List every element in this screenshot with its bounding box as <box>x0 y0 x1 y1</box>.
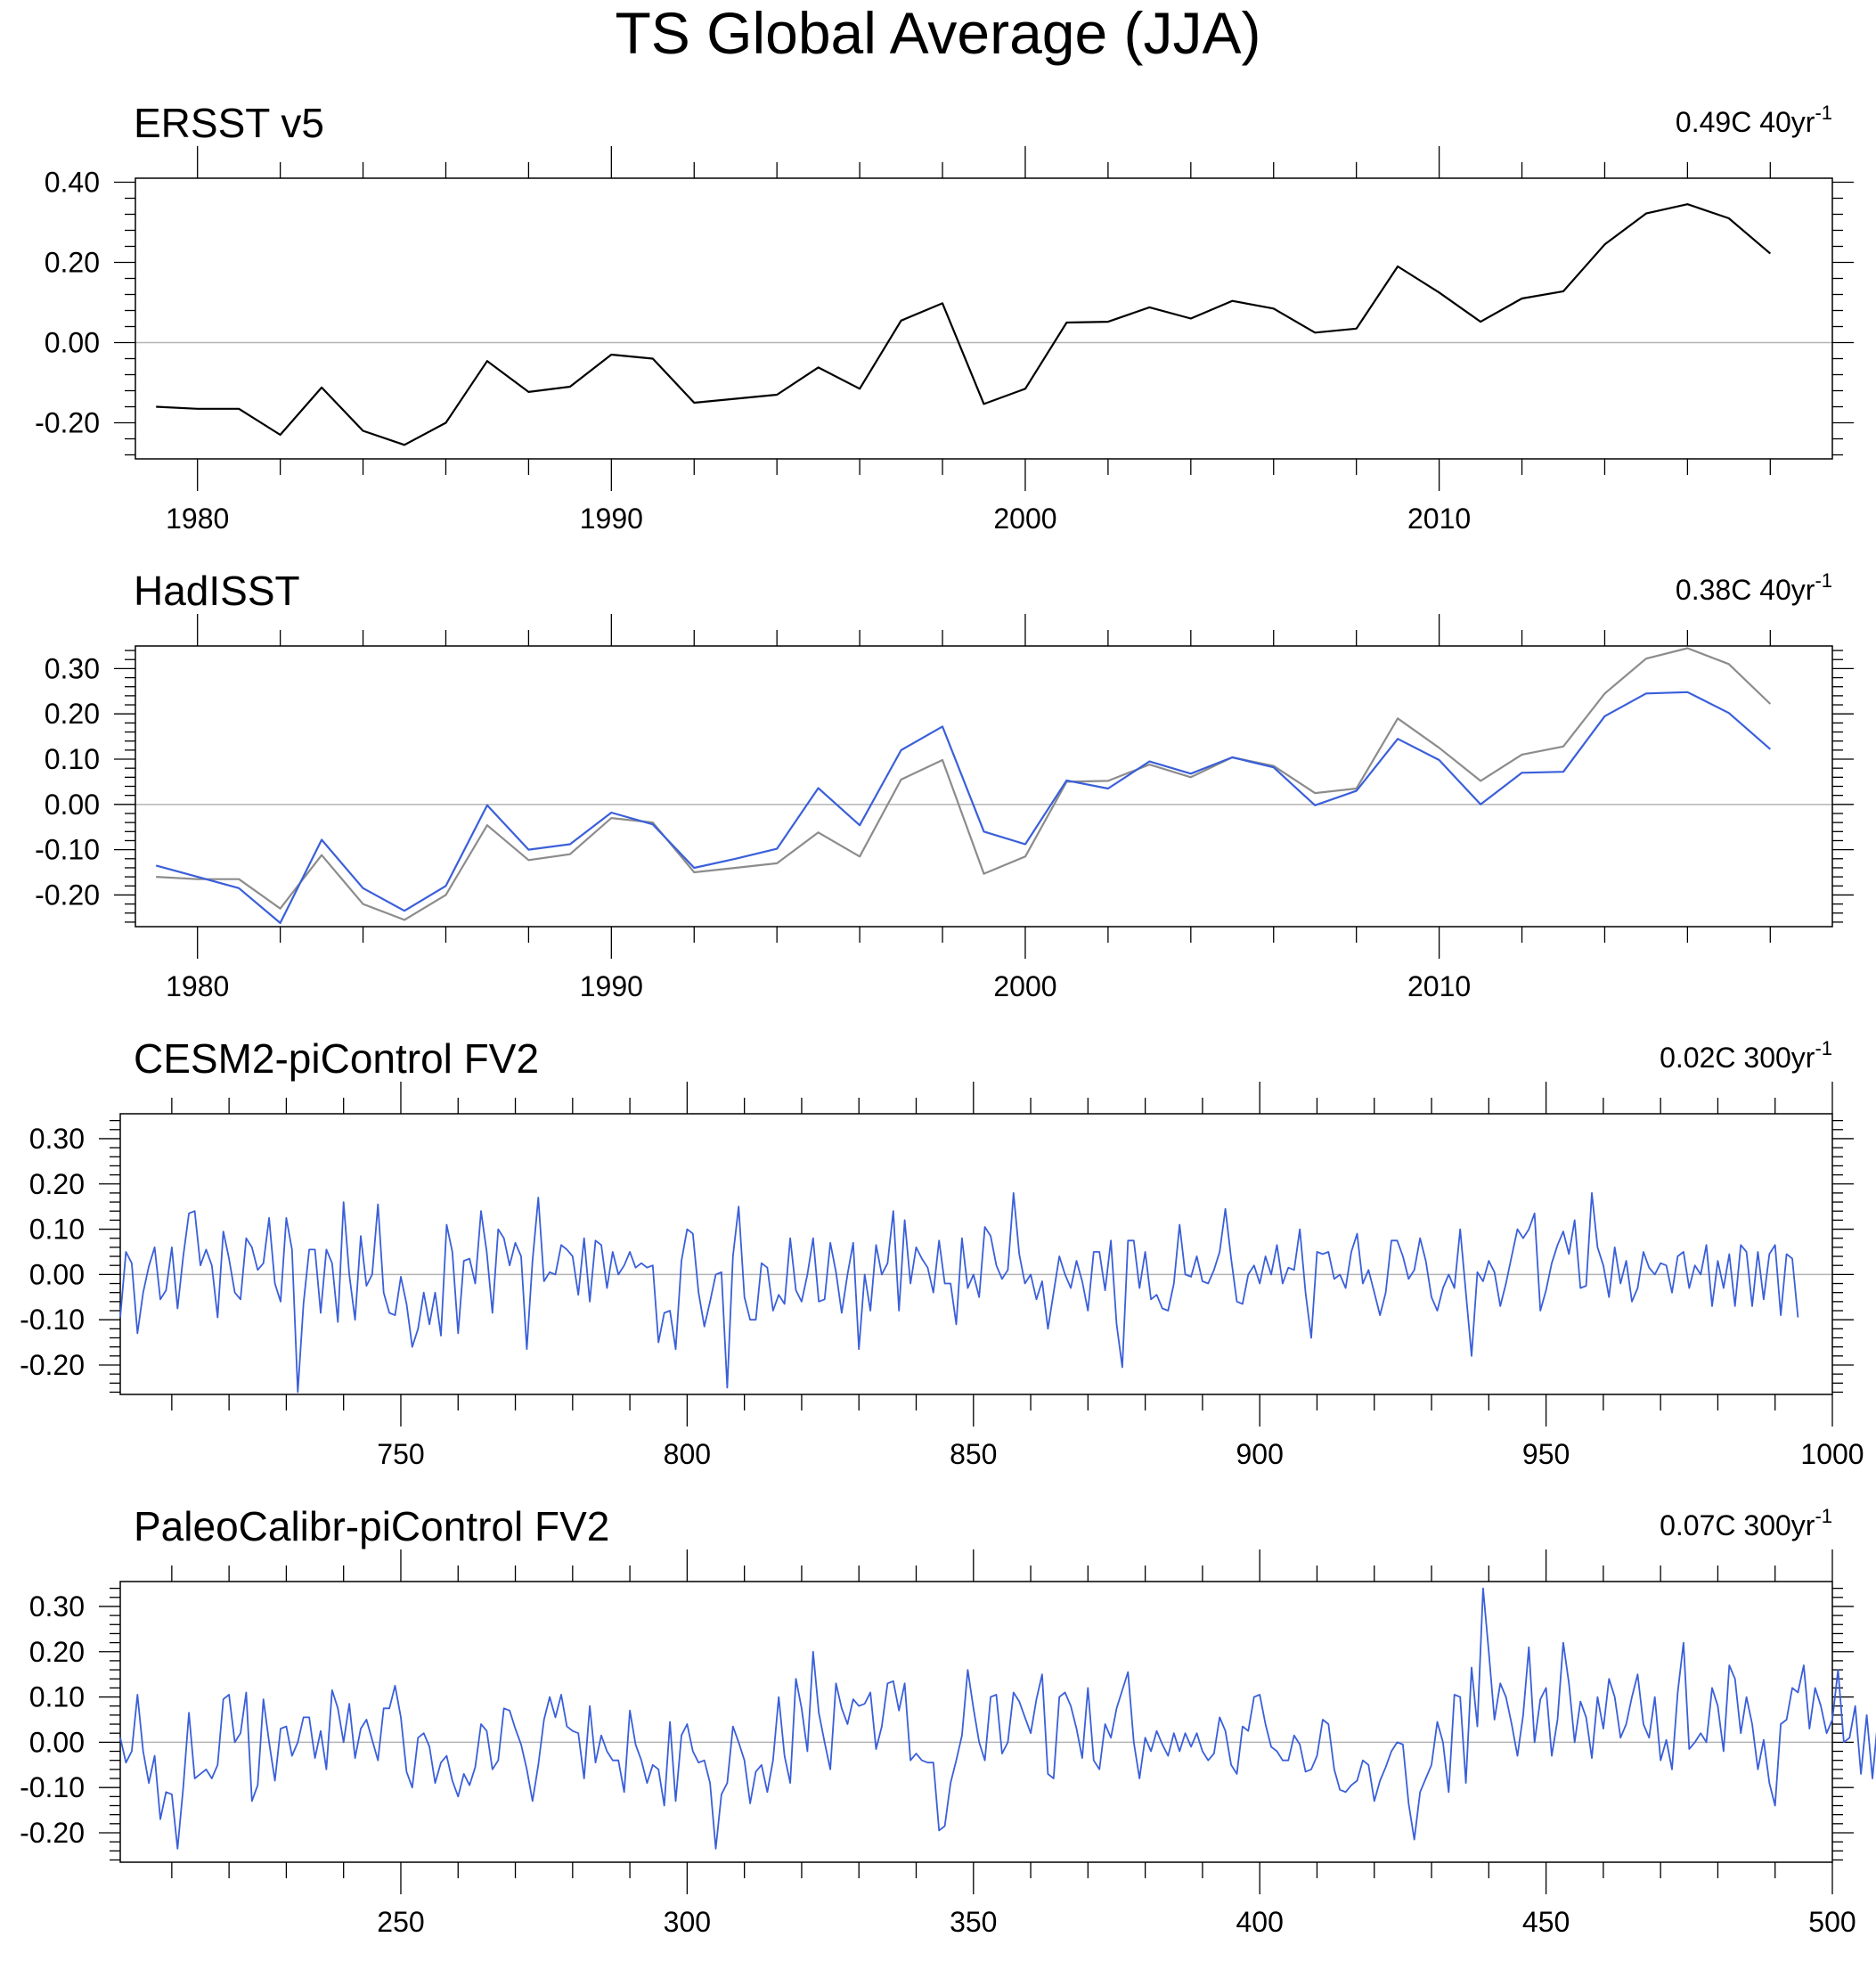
trend-exponent: -1 <box>1815 569 1832 592</box>
trend-label: 0.02C 300yr-1 <box>1660 1037 1832 1074</box>
x-tick-label: 1990 <box>580 503 643 535</box>
plot-frame <box>119 1113 1833 1395</box>
y-tick-label: 0.20 <box>45 247 100 279</box>
plot-frame <box>119 1581 1833 1863</box>
y-tick-label: -0.10 <box>35 834 100 866</box>
chart-panel-4: PaleoCalibr-piControl FV2 0.07C 300yr-1 -0… <box>20 1503 1876 1938</box>
chart-panel-3: CESM2-piControl FV2 0.02C 300yr-1 -0.20 -0.… <box>20 1035 1864 1470</box>
x-tick-label: 450 <box>1522 1906 1570 1938</box>
trend-exponent: -1 <box>1815 102 1832 124</box>
figure-title: TS Global Average (JJA) <box>615 0 1260 66</box>
panel-title: CESM2-piControl FV2 <box>134 1035 539 1082</box>
y-tick-label: 0.00 <box>29 1726 85 1758</box>
x-tick-label: 950 <box>1522 1438 1570 1470</box>
y-tick-label: -0.20 <box>20 1349 85 1381</box>
series-line-cesm2-picontrol-fv2 <box>119 1192 1799 1394</box>
y-tick-label: -0.10 <box>20 1304 85 1336</box>
panel-title: HadISST <box>134 568 300 614</box>
x-tick-label: 2010 <box>1407 503 1471 535</box>
x-tick-label: 1000 <box>1800 1438 1864 1470</box>
trend-value: 0.49C 40yr <box>1676 106 1815 138</box>
x-tick-label: 300 <box>664 1906 711 1938</box>
y-tick-label: 0.00 <box>29 1258 85 1290</box>
series-line-ersst-v5-reference- <box>156 647 1772 921</box>
trend-value: 0.38C 40yr <box>1676 574 1815 606</box>
panel-title: ERSST v5 <box>134 100 324 146</box>
series-line-paleocalibr-picontrol-fv2 <box>119 1587 1876 1850</box>
y-tick-label: 0.00 <box>45 327 100 359</box>
y-tick-label: 0.20 <box>29 1168 85 1200</box>
x-tick-label: 500 <box>1808 1906 1856 1938</box>
y-tick-label: 0.10 <box>29 1681 85 1713</box>
y-tick-label: 0.20 <box>45 698 100 730</box>
y-tick-label: 0.10 <box>29 1214 85 1246</box>
y-tick-label: 0.40 <box>45 167 100 199</box>
x-tick-label: 800 <box>664 1438 711 1470</box>
trend-exponent: -1 <box>1815 1505 1832 1527</box>
plot-frame <box>135 177 1833 460</box>
x-tick-label: 1980 <box>166 503 229 535</box>
x-tick-label: 350 <box>950 1906 997 1938</box>
trend-label: 0.49C 40yr-1 <box>1676 102 1832 138</box>
trend-value: 0.02C 300yr <box>1660 1042 1815 1074</box>
x-tick-label: 250 <box>377 1906 424 1938</box>
plot-frame <box>135 645 1833 928</box>
y-tick-label: 0.00 <box>45 789 100 821</box>
x-tick-label: 850 <box>950 1438 997 1470</box>
y-tick-label: 0.30 <box>45 652 100 684</box>
x-tick-label: 1980 <box>166 970 229 1002</box>
y-tick-label: 0.10 <box>45 743 100 775</box>
trend-label: 0.07C 300yr-1 <box>1660 1505 1832 1541</box>
y-tick-label: -0.20 <box>35 407 100 439</box>
series-line-ersst-v5 <box>156 203 1772 446</box>
y-tick-label: -0.20 <box>35 879 100 911</box>
y-tick-label: -0.20 <box>20 1817 85 1849</box>
x-tick-label: 750 <box>377 1438 424 1470</box>
x-tick-label: 900 <box>1236 1438 1283 1470</box>
trend-value: 0.07C 300yr <box>1660 1509 1815 1541</box>
y-tick-label: -0.10 <box>20 1771 85 1803</box>
y-tick-label: 0.30 <box>29 1590 85 1623</box>
x-tick-label: 400 <box>1236 1906 1283 1938</box>
chart-panel-1: ERSST v5 0.49C 40yr-1 -0.20 0.00 0.20 0.40 198… <box>35 100 1854 535</box>
series-line-hadisst <box>155 691 1772 925</box>
y-tick-label: 0.20 <box>29 1636 85 1668</box>
trend-label: 0.38C 40yr-1 <box>1676 569 1832 606</box>
y-tick-label: 0.30 <box>29 1123 85 1155</box>
chart-panel-2: HadISST 0.38C 40yr-1 -0.20 -0.10 0.00 0.10 0.2… <box>35 568 1854 1002</box>
panel-title: PaleoCalibr-piControl FV2 <box>134 1503 609 1549</box>
x-tick-label: 2000 <box>993 503 1056 535</box>
trend-exponent: -1 <box>1815 1037 1832 1059</box>
x-tick-label: 2000 <box>993 970 1056 1002</box>
x-tick-label: 1990 <box>580 970 643 1002</box>
x-tick-label: 2010 <box>1407 970 1471 1002</box>
